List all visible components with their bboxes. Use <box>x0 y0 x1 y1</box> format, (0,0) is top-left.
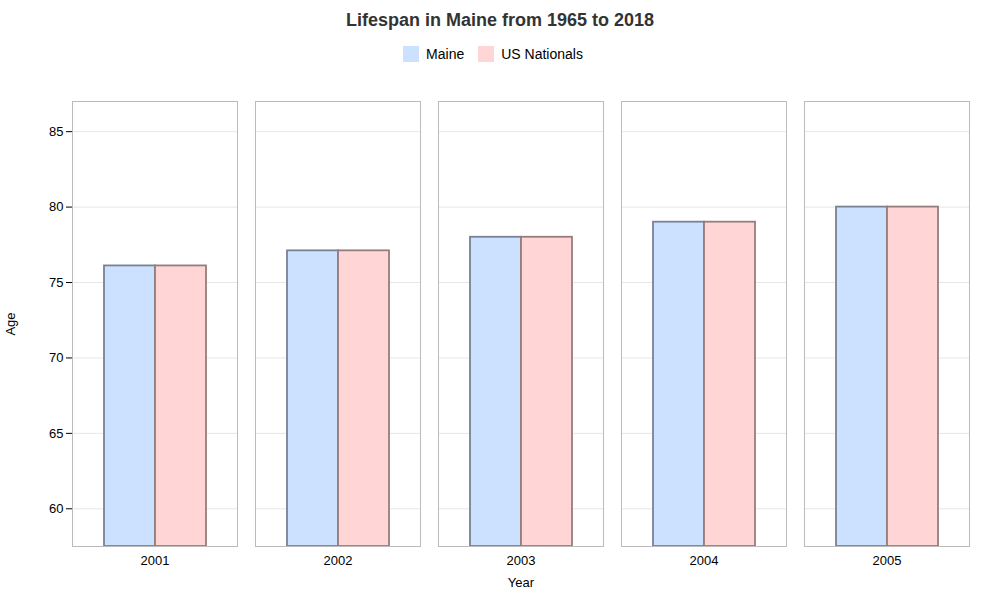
svg-text:2005: 2005 <box>873 553 902 568</box>
svg-text:2002: 2002 <box>324 553 353 568</box>
svg-text:80: 80 <box>49 199 63 214</box>
svg-text:Year: Year <box>508 575 535 590</box>
svg-text:2003: 2003 <box>507 553 536 568</box>
svg-text:70: 70 <box>49 350 63 365</box>
html-text:Maine: Maine <box>426 45 465 62</box>
svg-text:65: 65 <box>49 426 63 441</box>
html-text:Lifespan in Maine from 1965 to: Lifespan in Maine from 1965 to 2018 <box>345 10 654 30</box>
svg-text:2004: 2004 <box>690 553 719 568</box>
svg-text:85: 85 <box>49 124 63 139</box>
svg-text:Age: Age <box>3 312 18 335</box>
svg-text:2001: 2001 <box>141 553 170 568</box>
html-text:US Nationals: US Nationals <box>501 45 583 62</box>
svg-text:75: 75 <box>49 275 63 290</box>
svg-text:60: 60 <box>49 501 63 516</box>
